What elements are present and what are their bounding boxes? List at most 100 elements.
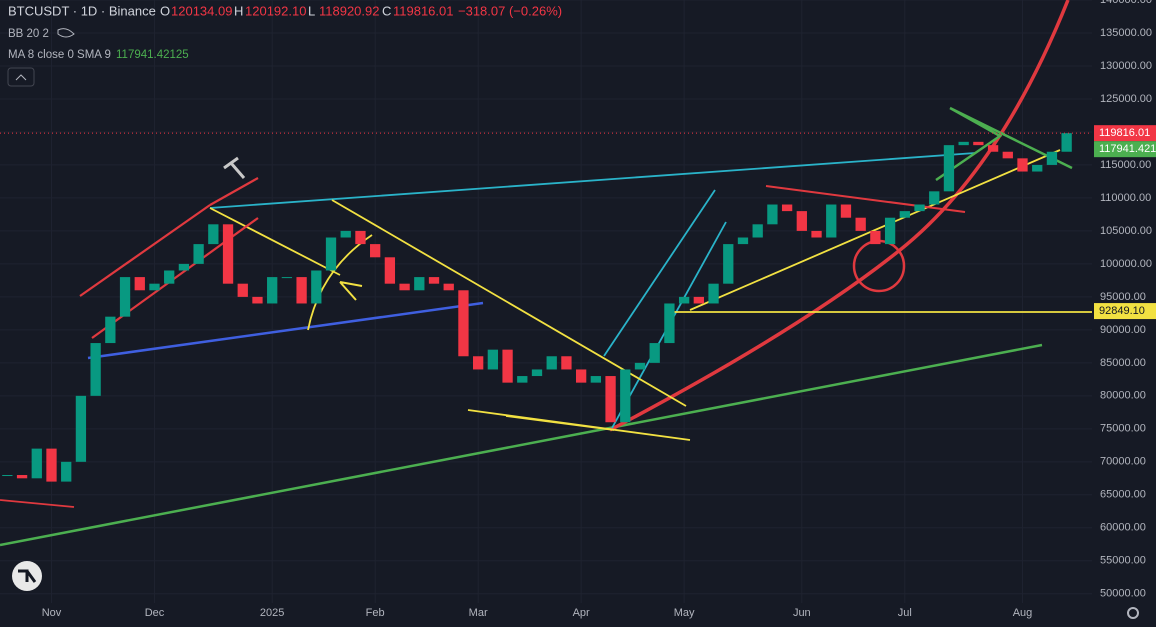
- candle: [119, 277, 131, 317]
- candle: [531, 369, 543, 377]
- trend-line: [209, 207, 341, 276]
- candle: [443, 283, 454, 291]
- candle: [1061, 133, 1072, 152]
- trend-line: [689, 149, 1061, 311]
- ohlc-value: 118920.92: [319, 3, 380, 18]
- ohlc: O 120134.09 H 120192.10 L 118920.92 C 119816.01…: [160, 3, 562, 18]
- candle: [781, 204, 793, 212]
- collapse-button[interactable]: [7, 67, 35, 87]
- candle: [134, 277, 145, 291]
- indicator: BB 20 2: [8, 28, 49, 40]
- candle: [193, 244, 204, 264]
- candle: [487, 349, 499, 370]
- candle: [693, 296, 704, 304]
- candle: [561, 356, 572, 370]
- x-tick-label: Dec: [145, 607, 165, 619]
- settings-icon[interactable]: [1127, 607, 1139, 619]
- level-tag-bg: [1094, 303, 1156, 320]
- y-tick-label: 85000.00: [1100, 357, 1146, 369]
- candle: [929, 191, 940, 205]
- y-tick-label: 65000.00: [1100, 489, 1146, 501]
- channel-line: [603, 189, 716, 357]
- candle: [517, 376, 528, 383]
- change: −318.07 (−0.26%): [458, 3, 562, 18]
- y-tick-label: 140000.00: [1100, 0, 1152, 6]
- candle: [414, 277, 425, 291]
- x-tick-label: Apr: [573, 607, 590, 619]
- trend-line: [0, 499, 75, 508]
- candles: [2, 133, 1072, 482]
- y-tick-label: 125000.00: [1100, 93, 1152, 105]
- x-tick-label: May: [674, 607, 695, 619]
- candle: [767, 204, 778, 225]
- candle: [473, 356, 484, 370]
- candle: [61, 461, 72, 482]
- candle: [237, 283, 248, 297]
- candle: [1046, 151, 1058, 165]
- y-tick-label: 75000.00: [1100, 423, 1146, 435]
- symbol: BTCUSDT · 1D · Binance: [8, 3, 156, 18]
- ma-tag-bg: [1094, 141, 1156, 158]
- trend-line: [765, 185, 966, 213]
- chevron: [15, 74, 27, 81]
- candle: [178, 263, 190, 271]
- ohlc-value: 120134.09: [171, 3, 232, 18]
- candle: [2, 475, 13, 477]
- candle: [149, 283, 160, 291]
- candle: [1032, 164, 1043, 172]
- candle: [252, 296, 263, 304]
- ohlc-value: 119816.01: [393, 3, 454, 18]
- y-tick-label: 55000.00: [1100, 555, 1146, 567]
- candle: [737, 237, 749, 245]
- trend-line: [87, 301, 484, 360]
- y-tick-label: 60000.00: [1100, 522, 1146, 534]
- trend-line: [209, 152, 976, 209]
- ma-tag: 117941.4212: [1099, 143, 1156, 155]
- y-tick-label: 100000.00: [1100, 258, 1152, 270]
- price-tags: 119816.01 117941.4212 92849.10: [0, 125, 1156, 320]
- candle: [678, 296, 690, 304]
- y-tick-label: 50000.00: [1100, 588, 1146, 600]
- candle: [855, 217, 866, 231]
- candle: [708, 283, 719, 304]
- x-tick-label: Jun: [793, 607, 811, 619]
- candle: [370, 244, 381, 258]
- price-tag-bg: [1094, 125, 1156, 142]
- x-tick-label: Jul: [898, 607, 912, 619]
- ohlc-value: 120192.10: [245, 3, 306, 18]
- candle: [46, 448, 57, 482]
- candle: [752, 224, 763, 238]
- eye-icon[interactable]: [57, 28, 75, 38]
- y-tick-label: 115000.00: [1100, 159, 1151, 171]
- ohlc-key: H: [234, 3, 243, 18]
- level-tag: 92849.10: [1099, 305, 1145, 317]
- price-tag: 119816.01: [1099, 127, 1150, 139]
- y-tick-label: 110000.00: [1100, 192, 1151, 204]
- header: BTCUSDT · 1D · Binance O 120134.09 H 120192…: [7, 3, 562, 87]
- candle: [884, 217, 896, 245]
- channel-line: [209, 177, 259, 206]
- axis: 50000.00 55000.00 60000.00 65000.00 70000.00…: [42, 0, 1152, 619]
- logo-mark: [18, 569, 37, 583]
- y-tick-label: 130000.00: [1100, 60, 1152, 72]
- hammer-icon: [223, 156, 246, 179]
- candle: [105, 316, 116, 344]
- ohlc-key: C: [382, 3, 391, 18]
- x-tick-label: Mar: [469, 607, 488, 619]
- candle: [546, 356, 557, 370]
- candle: [840, 204, 852, 218]
- candle: [943, 145, 955, 192]
- y-tick-label: 70000.00: [1100, 456, 1146, 468]
- candle: [384, 257, 396, 284]
- x-tick-label: Nov: [42, 607, 62, 619]
- candle: [502, 349, 513, 383]
- candle: [664, 303, 675, 344]
- x-tick-label: Aug: [1013, 607, 1033, 619]
- candle: [826, 204, 837, 238]
- candle: [428, 277, 440, 284]
- x-tick-label: 2025: [260, 607, 284, 619]
- candle: [311, 270, 322, 304]
- candle: [340, 230, 351, 238]
- candle: [723, 244, 734, 284]
